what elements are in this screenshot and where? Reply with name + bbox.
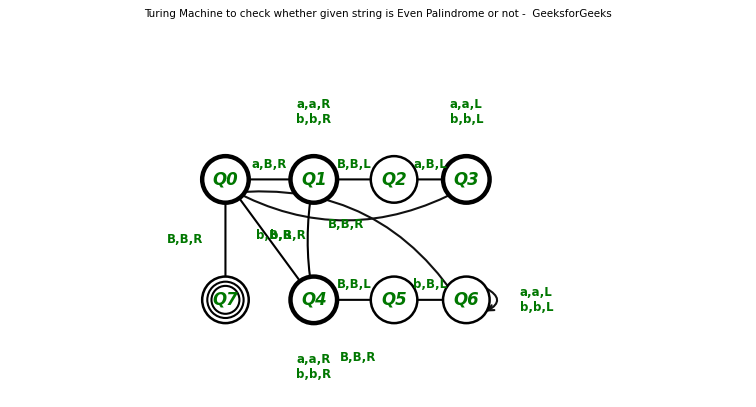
Circle shape xyxy=(202,277,249,323)
Text: a,B,R: a,B,R xyxy=(252,158,287,171)
Text: Q7: Q7 xyxy=(212,291,238,309)
Circle shape xyxy=(202,156,249,203)
Circle shape xyxy=(443,277,490,323)
Circle shape xyxy=(290,277,337,323)
Text: B,B,R: B,B,R xyxy=(167,233,203,246)
Text: b,B,L: b,B,L xyxy=(413,278,448,291)
Circle shape xyxy=(290,156,337,203)
Text: B,B,L: B,B,L xyxy=(336,278,371,291)
Text: Q0: Q0 xyxy=(212,171,238,188)
Text: Q5: Q5 xyxy=(381,291,407,309)
Text: a,B,L: a,B,L xyxy=(414,158,447,171)
Text: B,B,R: B,B,R xyxy=(339,351,376,364)
Text: Q2: Q2 xyxy=(381,171,407,188)
Circle shape xyxy=(370,277,417,323)
Text: Q3: Q3 xyxy=(454,171,479,188)
Circle shape xyxy=(370,156,417,203)
Circle shape xyxy=(443,156,490,203)
Text: a,a,L
b,b,L: a,a,L b,b,L xyxy=(450,98,483,126)
Text: Q6: Q6 xyxy=(454,291,479,309)
Text: B,B,R: B,B,R xyxy=(327,218,364,231)
Text: B,B,L: B,B,L xyxy=(336,158,371,171)
Text: a,a,R
b,b,R: a,a,R b,b,R xyxy=(296,353,331,381)
Text: b,B,R: b,B,R xyxy=(256,229,291,242)
Text: b,B,R: b,B,R xyxy=(270,229,305,242)
Text: a,a,R
b,b,R: a,a,R b,b,R xyxy=(296,98,331,126)
Text: Q4: Q4 xyxy=(301,291,327,309)
Text: a,a,L
b,b,L: a,a,L b,b,L xyxy=(519,286,553,314)
Text: Turing Machine to check whether given string is Even Palindrome or not -  Geeksf: Turing Machine to check whether given st… xyxy=(144,9,612,19)
Text: Q1: Q1 xyxy=(301,171,327,188)
